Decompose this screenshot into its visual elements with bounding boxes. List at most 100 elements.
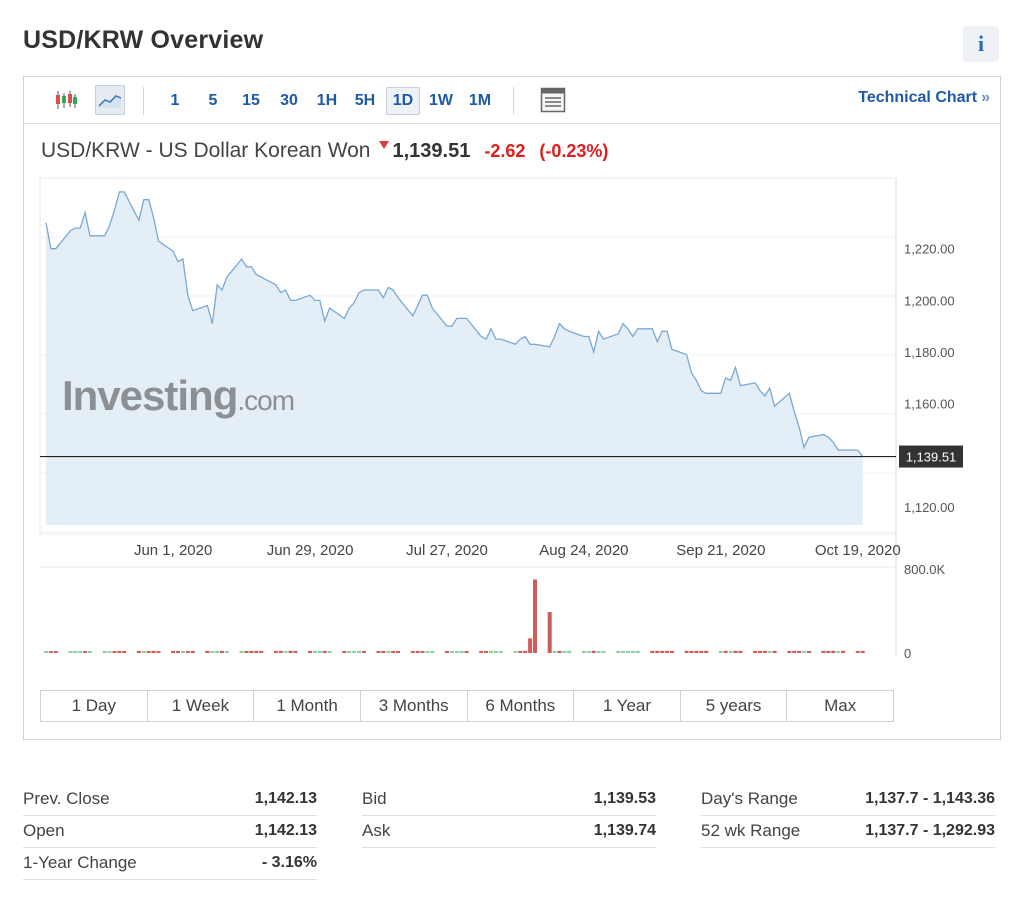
volume-bar bbox=[797, 650, 802, 653]
volume-bar bbox=[621, 650, 625, 653]
technical-chart-link[interactable]: Technical Chart» bbox=[858, 89, 990, 107]
volume-bar bbox=[792, 650, 797, 653]
price-point bbox=[494, 338, 497, 341]
info-button[interactable]: i bbox=[963, 26, 999, 62]
price-point bbox=[54, 247, 57, 250]
volume-bar bbox=[635, 650, 640, 653]
volume-bar bbox=[552, 650, 557, 653]
price-point bbox=[621, 322, 624, 325]
volume-bar bbox=[738, 650, 743, 653]
interval-5[interactable]: 5 bbox=[208, 92, 218, 109]
interval-1[interactable]: 1 bbox=[170, 92, 180, 109]
volume-bar bbox=[278, 650, 283, 653]
stat-value: 1,139.53 bbox=[593, 790, 656, 807]
price-point bbox=[74, 227, 77, 230]
volume-bar bbox=[322, 650, 327, 653]
interval-15[interactable]: 15 bbox=[242, 92, 260, 109]
candlestick-chart-icon[interactable] bbox=[51, 85, 81, 115]
volume-bar bbox=[689, 650, 694, 653]
volume-bar bbox=[616, 650, 621, 653]
range-1-year[interactable]: 1 Year bbox=[574, 691, 681, 721]
price-point bbox=[445, 325, 448, 328]
volume-bar bbox=[630, 650, 635, 653]
interval-30[interactable]: 30 bbox=[280, 92, 298, 109]
price-point bbox=[176, 260, 179, 263]
x-tick-label: Jun 1, 2020 bbox=[134, 542, 212, 559]
price-point bbox=[377, 288, 380, 291]
volume-bar bbox=[68, 650, 73, 653]
interval-5h[interactable]: 5H bbox=[354, 92, 376, 109]
volume-bar bbox=[107, 651, 112, 653]
volume-bar bbox=[283, 650, 288, 653]
price-point bbox=[397, 296, 400, 299]
price-point bbox=[553, 335, 556, 338]
volume-bar bbox=[122, 651, 127, 653]
volume-bar bbox=[288, 650, 293, 653]
volume-bar bbox=[479, 650, 484, 653]
interval-1h[interactable]: 1H bbox=[316, 92, 338, 109]
price-point bbox=[558, 322, 561, 325]
volume-bar bbox=[430, 651, 435, 653]
volume-pane: 800.0K 0 bbox=[44, 562, 946, 661]
area-chart-icon[interactable] bbox=[95, 85, 125, 115]
stat-label: Ask bbox=[362, 821, 391, 840]
volume-bar bbox=[533, 579, 537, 653]
volume-bar bbox=[518, 650, 523, 653]
price-point bbox=[533, 343, 536, 346]
volume-bar bbox=[655, 650, 660, 653]
volume-bar bbox=[381, 650, 386, 653]
chart-layout-icon[interactable] bbox=[538, 85, 568, 115]
y-tick-label: 1,120.00 bbox=[904, 500, 955, 515]
price-point bbox=[734, 366, 737, 369]
stat-value: 1,142.13 bbox=[254, 790, 317, 807]
volume-bar bbox=[176, 651, 180, 653]
price-point bbox=[832, 441, 835, 444]
price-point bbox=[798, 425, 801, 428]
price-point bbox=[142, 198, 145, 201]
price-chart[interactable]: Investing.com 1,139.51 1,220.00 1,200.00 1,1… bbox=[24, 77, 1000, 687]
chart-toolbar: 1 5 15 30 1H 5H 1D 1W 1M Technical Chart… bbox=[24, 77, 1000, 124]
price-point bbox=[636, 327, 639, 330]
volume-bar bbox=[694, 650, 699, 653]
price-point bbox=[763, 394, 766, 397]
range-5-years[interactable]: 5 years bbox=[681, 691, 788, 721]
double-chevron-right-icon: » bbox=[981, 89, 990, 106]
price-point bbox=[323, 319, 326, 322]
interval-1d[interactable]: 1D bbox=[386, 87, 420, 115]
price-point bbox=[788, 392, 791, 395]
stat-label: 1-Year Change bbox=[23, 853, 137, 872]
range-6-months[interactable]: 6 Months bbox=[468, 691, 575, 721]
volume-bar bbox=[313, 650, 317, 653]
price-point bbox=[450, 325, 453, 328]
interval-1w[interactable]: 1W bbox=[429, 92, 453, 109]
price-point bbox=[514, 343, 517, 346]
y-tick-label: 1,180.00 bbox=[904, 345, 955, 360]
price-point bbox=[309, 294, 312, 297]
range-1-day[interactable]: 1 Day bbox=[41, 691, 148, 721]
volume-bar bbox=[625, 650, 630, 653]
stat-row: Bid 1,139.53 bbox=[362, 784, 656, 816]
volume-bar bbox=[718, 650, 723, 653]
range-1-month[interactable]: 1 Month bbox=[254, 691, 361, 721]
stat-value: 1,137.7 - 1,292.93 bbox=[865, 822, 995, 839]
volume-bar bbox=[156, 651, 161, 653]
volume-bar bbox=[528, 638, 533, 653]
volume-bar bbox=[102, 650, 107, 653]
price-change-percent: (-0.23%) bbox=[539, 141, 609, 161]
volume-bar bbox=[180, 650, 185, 653]
price-point bbox=[548, 345, 551, 348]
range-3-months[interactable]: 3 Months bbox=[361, 691, 468, 721]
volume-bar bbox=[821, 650, 826, 653]
price-point bbox=[587, 335, 590, 338]
range-1-week[interactable]: 1 Week bbox=[148, 691, 255, 721]
volume-bar bbox=[699, 650, 704, 653]
y-tick-label: 1,200.00 bbox=[904, 293, 955, 308]
price-point bbox=[416, 304, 419, 307]
volume-bar bbox=[684, 650, 689, 653]
range-max[interactable]: Max bbox=[824, 696, 857, 715]
interval-1m[interactable]: 1M bbox=[468, 92, 492, 109]
volume-bar bbox=[669, 650, 674, 653]
volume-bar bbox=[762, 650, 767, 653]
price-point bbox=[348, 307, 351, 310]
down-arrow-icon bbox=[378, 141, 389, 149]
